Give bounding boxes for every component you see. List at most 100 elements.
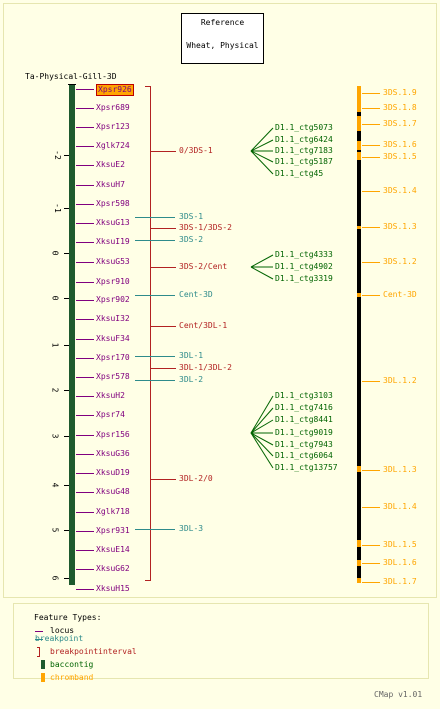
chromband-label[interactable]: 3DL.1.3 [383, 465, 417, 474]
contig-label[interactable]: D1.1_ctg13757 [275, 463, 338, 472]
chromband-connector [362, 295, 380, 296]
map-bar[interactable] [69, 85, 75, 585]
breakpoint-label[interactable]: Cent-3D [179, 290, 213, 299]
locus-label-xksug36[interactable]: XksuG36 [96, 449, 130, 458]
locus-label-xpsr74[interactable]: Xpsr74 [96, 410, 125, 419]
locus-label-xpsr926[interactable]: Xpsr926 [96, 84, 134, 96]
locus-label-xksug48[interactable]: XksuG48 [96, 487, 130, 496]
locus-label-xpsr931[interactable]: Xpsr931 [96, 526, 130, 535]
interval-label[interactable]: 0/3DS-1 [179, 146, 213, 155]
locus-label-xksuh2[interactable]: XksuH2 [96, 391, 125, 400]
chromband-label[interactable]: 3DS.1.7 [383, 119, 417, 128]
locus-label-xksui32[interactable]: XksuI32 [96, 314, 130, 323]
contig-fan-line [250, 432, 274, 446]
chromband-connector [362, 545, 380, 546]
chromband-label[interactable]: 3DS.1.4 [383, 186, 417, 195]
breakpoint-label[interactable]: 3DL-3 [179, 524, 204, 533]
chromband-segment[interactable] [357, 293, 361, 297]
locus-label-xglk724[interactable]: Xglk724 [96, 141, 130, 150]
locus-label-xksug13[interactable]: XksuG13 [96, 218, 130, 227]
chromband-label[interactable]: 3DS.1.9 [383, 88, 417, 97]
locus-label-xpsr902[interactable]: Xpsr902 [96, 295, 130, 304]
chromband-segment[interactable] [357, 560, 361, 566]
locus-label-xksue2[interactable]: XksuE2 [96, 160, 125, 169]
locus-label-xksug53[interactable]: XksuG53 [96, 257, 130, 266]
chromband-label[interactable]: 3DS.1.5 [383, 152, 417, 161]
interval-label[interactable]: 3DS-1/3DS-2 [179, 223, 232, 232]
interval-label[interactable]: 3DS-2/Cent [179, 262, 228, 271]
locus-label-xpsr578[interactable]: Xpsr578 [96, 372, 130, 381]
chromband-segment[interactable] [357, 578, 361, 583]
chromband-segment[interactable] [357, 152, 361, 160]
contig-label[interactable]: D1.1_ctg4902 [275, 262, 333, 271]
legend-breakpoint-swatch [35, 639, 43, 640]
contig-label[interactable]: D1.1_ctg5187 [275, 157, 333, 166]
locus-connector [76, 185, 94, 186]
interval-label[interactable]: 3DL-2/0 [179, 474, 213, 483]
locus-label-xpsr123[interactable]: Xpsr123 [96, 122, 130, 131]
locus-label-xpsr910[interactable]: Xpsr910 [96, 277, 130, 286]
map-set-label: Wheat, Physical [186, 41, 259, 50]
contig-label[interactable]: D1.1_ctg3319 [275, 274, 333, 283]
locus-label-xpsr598[interactable]: Xpsr598 [96, 199, 130, 208]
locus-label-xpsr170[interactable]: Xpsr170 [96, 353, 130, 362]
chromband-label[interactable]: 3DL.1.2 [383, 376, 417, 385]
chromband-label[interactable]: 3DS.1.3 [383, 222, 417, 231]
chromband-segment[interactable] [357, 116, 361, 131]
interval-tick [150, 368, 176, 369]
breakpoint-label[interactable]: 3DS-2 [179, 235, 204, 244]
chromband-segment[interactable] [357, 226, 361, 229]
contig-fan-line [250, 419, 274, 434]
interval-tick [150, 479, 176, 480]
locus-label-xksud19[interactable]: XksuD19 [96, 468, 130, 477]
map-name-link[interactable]: Ta-Physical-Gill-3D [25, 72, 117, 81]
contig-label[interactable]: D1.1_ctg9019 [275, 428, 333, 437]
locus-label-xksuh15[interactable]: XksuH15 [96, 584, 130, 593]
locus-label-xksug62[interactable]: XksuG62 [96, 564, 130, 573]
locus-connector [76, 358, 94, 359]
chromband-label[interactable]: 3DL.1.6 [383, 558, 417, 567]
contig-label[interactable]: D1.1_ctg8441 [275, 415, 333, 424]
chromband-label[interactable]: 3DS.1.8 [383, 103, 417, 112]
interval-label[interactable]: 3DL-1/3DL-2 [179, 363, 232, 372]
chromband-label[interactable]: 3DS.1.2 [383, 257, 417, 266]
chromband-map-bar[interactable] [357, 86, 361, 583]
locus-label-xksuf34[interactable]: XksuF34 [96, 334, 130, 343]
breakpoint-label[interactable]: 3DS-1 [179, 212, 204, 221]
chromband-segment[interactable] [357, 105, 361, 112]
contig-label[interactable]: D1.1_ctg7943 [275, 440, 333, 449]
chromband-label[interactable]: 3DL.1.4 [383, 502, 417, 511]
interval-label[interactable]: Cent/3DL-1 [179, 321, 228, 330]
contig-label[interactable]: D1.1_ctg5073 [275, 123, 333, 132]
chromband-connector [362, 157, 380, 158]
contig-label[interactable]: D1.1_ctg4333 [275, 250, 333, 259]
locus-label-xksuh7[interactable]: XksuH7 [96, 180, 125, 189]
contig-label[interactable]: D1.1_ctg45 [275, 169, 324, 178]
locus-connector [76, 165, 94, 166]
chromband-label[interactable]: 3DL.1.7 [383, 577, 417, 586]
locus-connector [76, 223, 94, 224]
contig-label[interactable]: D1.1_ctg3103 [275, 391, 333, 400]
breakpoint-label[interactable]: 3DL-2 [179, 375, 204, 384]
contig-label[interactable]: D1.1_ctg6064 [275, 451, 333, 460]
chromband-label[interactable]: 3DL.1.5 [383, 540, 417, 549]
chromband-label[interactable]: 3DS.1.6 [383, 140, 417, 149]
contig-label[interactable]: D1.1_ctg7416 [275, 403, 333, 412]
locus-label-xpsr689[interactable]: Xpsr689 [96, 103, 130, 112]
chromband-connector [362, 563, 380, 564]
locus-label-xpsr156[interactable]: Xpsr156 [96, 430, 130, 439]
legend-locus-label: locus [50, 626, 75, 635]
breakpoint-label[interactable]: 3DL-1 [179, 351, 204, 360]
contig-label[interactable]: D1.1_ctg7183 [275, 146, 333, 155]
chromband-segment[interactable] [357, 466, 361, 472]
chromband-label[interactable]: Cent-3D [383, 290, 417, 299]
chromband-segment[interactable] [357, 86, 361, 105]
locus-label-xglk718[interactable]: Xglk718 [96, 507, 130, 516]
contig-label[interactable]: D1.1_ctg6424 [275, 135, 333, 144]
locus-label-xksue14[interactable]: XksuE14 [96, 545, 130, 554]
locus-connector [76, 415, 94, 416]
chromband-segment[interactable] [357, 141, 361, 150]
chromband-segment[interactable] [357, 540, 361, 547]
locus-connector [76, 204, 94, 205]
locus-label-xksui19[interactable]: XksuI19 [96, 237, 130, 246]
